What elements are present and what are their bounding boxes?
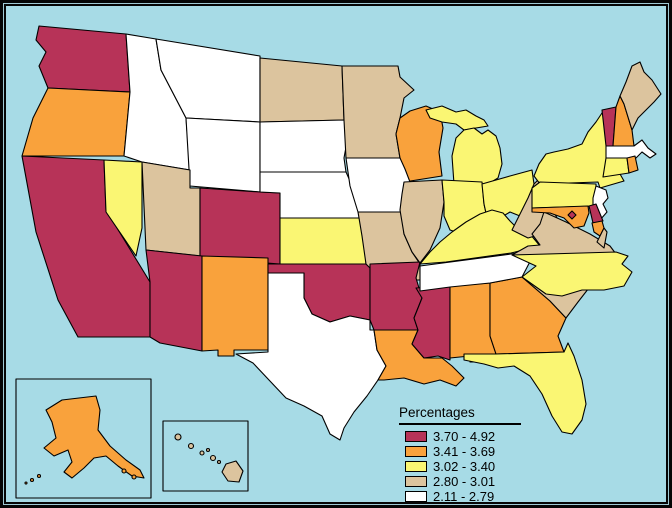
- alaska-panhandle-island: [121, 468, 127, 474]
- aleutian-island: [29, 477, 35, 483]
- state-maine: [619, 61, 662, 131]
- state-north-carolina: [511, 251, 633, 297]
- state-washington: [35, 25, 131, 93]
- hawaii-inset-box: [162, 420, 249, 492]
- us-choropleth-map: [15, 25, 662, 499]
- legend-swatch-class-3: [405, 461, 427, 472]
- state-texas: [235, 272, 387, 441]
- state-alaska: [43, 395, 145, 479]
- state-north-dakota: [259, 57, 345, 123]
- state-florida: [463, 342, 587, 435]
- hawaii-island-maui: [209, 454, 217, 462]
- state-arizona: [145, 249, 203, 352]
- state-pennsylvania: [531, 181, 597, 209]
- hawaii-island-big-island: [221, 460, 244, 483]
- legend-row: 2.11 - 2.79: [397, 489, 567, 504]
- aleutian-island: [36, 473, 42, 479]
- state-virginia-delmarva-tip: [596, 227, 608, 249]
- legend: Percentages 3.70 - 4.92 3.41 - 3.69 3.02…: [397, 405, 567, 504]
- state-delaware: [588, 203, 604, 224]
- legend-label-class-1: 3.70 - 4.92: [433, 429, 496, 444]
- legend-row: 3.41 - 3.69: [397, 444, 567, 459]
- legend-title: Percentages: [399, 405, 475, 420]
- map-water: Percentages 3.70 - 4.92 3.41 - 3.69 3.02…: [4, 4, 668, 504]
- state-wisconsin: [395, 105, 444, 183]
- state-new-mexico: [201, 255, 269, 357]
- state-maryland: [531, 205, 590, 229]
- state-wyoming: [185, 117, 261, 193]
- state-michigan-upper-peninsula: [425, 105, 489, 131]
- state-rhode-island: [626, 155, 639, 174]
- state-connecticut: [602, 157, 630, 178]
- legend-label-class-2: 3.41 - 3.69: [433, 444, 496, 459]
- legend-swatch-class-4: [405, 476, 427, 487]
- legend-label-class-3: 3.02 - 3.40: [433, 459, 496, 474]
- legend-rule: [399, 423, 521, 425]
- hawaii-island-lanai: [205, 447, 211, 453]
- state-colorado: [199, 187, 281, 265]
- state-district-of-columbia: [567, 210, 577, 220]
- legend-swatch-class-2: [405, 446, 427, 457]
- legend-swatch-class-1: [405, 431, 427, 442]
- state-kansas: [279, 217, 367, 265]
- legend-row: 3.02 - 3.40: [397, 459, 567, 474]
- state-alabama: [449, 282, 497, 363]
- hawaii-island-kahoolawe: [216, 459, 222, 465]
- state-oregon: [21, 87, 131, 157]
- legend-row: 3.70 - 4.92: [397, 429, 567, 444]
- hawaii-island-oahu: [187, 442, 195, 450]
- hawaii-island-kauai: [174, 433, 182, 441]
- legend-swatch-class-5: [405, 491, 427, 502]
- state-nevada: [103, 159, 143, 257]
- alaska-inset-box: [15, 378, 152, 499]
- legend-label-class-4: 2.80 - 3.01: [433, 474, 496, 489]
- state-south-dakota: [259, 119, 349, 173]
- aleutian-island: [24, 481, 28, 485]
- legend-label-class-5: 2.11 - 2.79: [433, 489, 495, 504]
- state-michigan: [451, 127, 503, 187]
- hawaii-island-molokai: [199, 450, 205, 456]
- legend-row: 2.80 - 3.01: [397, 474, 567, 489]
- alaska-panhandle-island: [131, 474, 137, 480]
